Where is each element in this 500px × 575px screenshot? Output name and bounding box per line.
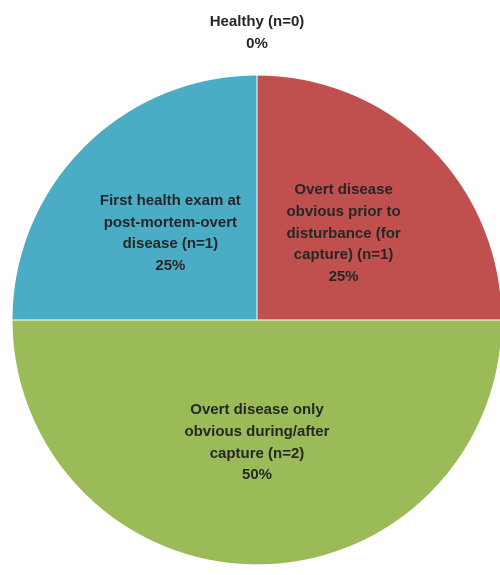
value-label: 0% xyxy=(246,35,268,52)
label-box: Healthy (n=0) 0% xyxy=(157,5,357,61)
category-label: Overt disease only obvious during/after … xyxy=(184,401,330,462)
label-box: Overt disease only obvious during/after … xyxy=(178,373,336,513)
pie-slice xyxy=(11,319,500,566)
slice-label: Overt disease only obvious during/after … xyxy=(178,373,336,513)
slice-label: Healthy (n=0) 0% xyxy=(157,5,357,61)
value-label: 25% xyxy=(155,257,186,275)
category-label: Overt disease obvious prior to disturban… xyxy=(286,181,401,264)
category-label: First health exam at post-mortem-overt d… xyxy=(99,191,241,253)
value-label: 50% xyxy=(241,466,273,484)
pie-slice xyxy=(11,74,258,321)
label-box: First health exam at post-mortem-overt d… xyxy=(91,163,249,303)
category-label: Healthy (n=0) xyxy=(209,13,305,31)
slice-label: Overt disease obvious prior to disturban… xyxy=(265,163,423,303)
label-box: Overt disease obvious prior to disturban… xyxy=(265,163,423,303)
value-label: 25% xyxy=(328,268,359,285)
slice-label: First health exam at post-mortem-overt d… xyxy=(91,163,249,303)
pie-slice xyxy=(256,74,500,321)
